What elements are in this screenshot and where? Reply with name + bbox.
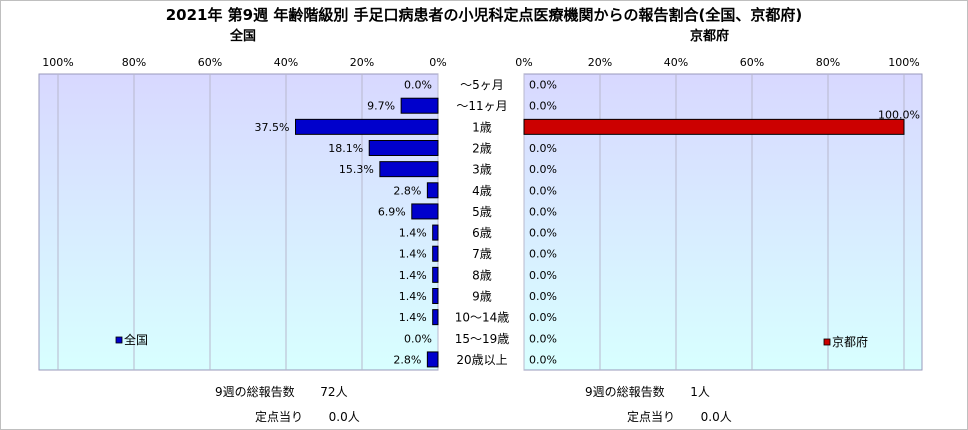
kyoto-data-label: 0.0% xyxy=(529,79,557,92)
national-data-label: 1.4% xyxy=(399,290,427,303)
kyoto-panel-title: 京都府 xyxy=(690,29,730,44)
category-label: ～5ヶ月 xyxy=(460,78,504,92)
national-total-value: 72人 xyxy=(320,385,348,399)
national-legend-swatch xyxy=(115,336,123,344)
national-tick-label: 100% xyxy=(42,56,73,69)
national-data-label: 6.9% xyxy=(378,205,406,218)
national-legend-label: 全国 xyxy=(124,332,148,347)
national-bar xyxy=(411,203,439,220)
national-bar xyxy=(379,161,439,178)
category-label: 2歳 xyxy=(472,142,492,156)
national-bar xyxy=(426,351,439,368)
kyoto-legend-label: 京都府 xyxy=(832,334,868,349)
kyoto-data-label: 0.0% xyxy=(529,353,557,366)
national-data-label: 2.8% xyxy=(393,184,421,197)
kyoto-tick-label: 40% xyxy=(664,56,688,69)
national-bar xyxy=(426,182,439,199)
chart-title: 2021年 第9週 年齢階級別 手足口病患者の小児科定点医療機関からの報告割合(… xyxy=(165,6,803,24)
national-bar xyxy=(400,97,439,114)
kyoto-data-label: 0.0% xyxy=(529,248,557,261)
national-data-label: 37.5% xyxy=(255,121,290,134)
category-label: 7歳 xyxy=(472,247,492,261)
national-bar xyxy=(432,224,439,241)
category-label: 4歳 xyxy=(472,184,492,198)
national-data-label: 9.7% xyxy=(367,100,395,113)
kyoto-data-label: 0.0% xyxy=(529,269,557,282)
kyoto-data-label: 0.0% xyxy=(529,163,557,176)
category-label: 20歳以上 xyxy=(456,353,507,367)
kyoto-data-label: 0.0% xyxy=(529,332,557,345)
national-panel-title: 全国 xyxy=(230,29,257,44)
national-data-label: 1.4% xyxy=(399,269,427,282)
kyoto-data-label: 100.0% xyxy=(878,108,920,121)
kyoto-total-label: 9週の総報告数 xyxy=(585,385,665,399)
national-bar xyxy=(432,309,439,326)
kyoto-data-label: 0.0% xyxy=(529,142,557,155)
national-bar xyxy=(432,288,439,304)
national-plot-area xyxy=(38,73,439,371)
kyoto-data-label: 0.0% xyxy=(529,311,557,324)
national-data-label: 0.0% xyxy=(404,332,432,345)
national-data-label: 0.0% xyxy=(404,79,432,92)
national-total-label: 9週の総報告数 xyxy=(215,385,295,399)
national-tick-label: 80% xyxy=(122,56,146,69)
category-label: 3歳 xyxy=(472,163,492,177)
kyoto-data-label: 0.0% xyxy=(529,184,557,197)
kyoto-data-label: 0.0% xyxy=(529,100,557,113)
national-tick-label: 60% xyxy=(198,56,222,69)
national-tick-label: 40% xyxy=(274,56,298,69)
national-per-site-label: 定点当り xyxy=(255,410,304,424)
kyoto-data-label: 0.0% xyxy=(529,205,557,218)
kyoto-tick-label: 0% xyxy=(515,56,532,69)
kyoto-tick-label: 60% xyxy=(740,56,764,69)
kyoto-legend-swatch xyxy=(823,338,831,346)
category-label: 6歳 xyxy=(472,226,492,240)
national-data-label: 1.4% xyxy=(399,311,427,324)
national-tick-label: 0% xyxy=(429,56,446,69)
national-data-label: 1.4% xyxy=(399,248,427,261)
category-label: ～11ヶ月 xyxy=(456,99,507,113)
national-data-label: 18.1% xyxy=(328,142,363,155)
kyoto-plot-area xyxy=(523,73,923,371)
national-bar xyxy=(368,140,439,156)
national-tick-label: 20% xyxy=(350,56,374,69)
category-label: 1歳 xyxy=(472,120,492,134)
national-data-label: 1.4% xyxy=(399,227,427,240)
category-label: 15～19歳 xyxy=(455,332,510,346)
kyoto-per-site-value: 0.0人 xyxy=(700,410,732,424)
kyoto-tick-label: 80% xyxy=(816,56,840,69)
national-bar xyxy=(295,118,439,135)
kyoto-bar xyxy=(523,118,905,135)
national-bar xyxy=(432,266,439,283)
kyoto-data-label: 0.0% xyxy=(529,227,557,240)
national-per-site-value: 0.0人 xyxy=(328,410,360,424)
kyoto-tick-label: 100% xyxy=(888,56,919,69)
category-label: 10～14歳 xyxy=(455,311,510,325)
kyoto-data-label: 0.0% xyxy=(529,290,557,303)
national-data-label: 15.3% xyxy=(339,163,374,176)
national-data-label: 2.8% xyxy=(393,353,421,366)
kyoto-per-site-label: 定点当り xyxy=(627,410,676,424)
national-bar xyxy=(432,245,439,262)
category-label: 8歳 xyxy=(472,268,492,282)
kyoto-total-value: 1人 xyxy=(690,385,710,399)
category-label: 9歳 xyxy=(472,290,492,304)
kyoto-tick-label: 20% xyxy=(588,56,612,69)
category-label: 5歳 xyxy=(472,205,492,219)
